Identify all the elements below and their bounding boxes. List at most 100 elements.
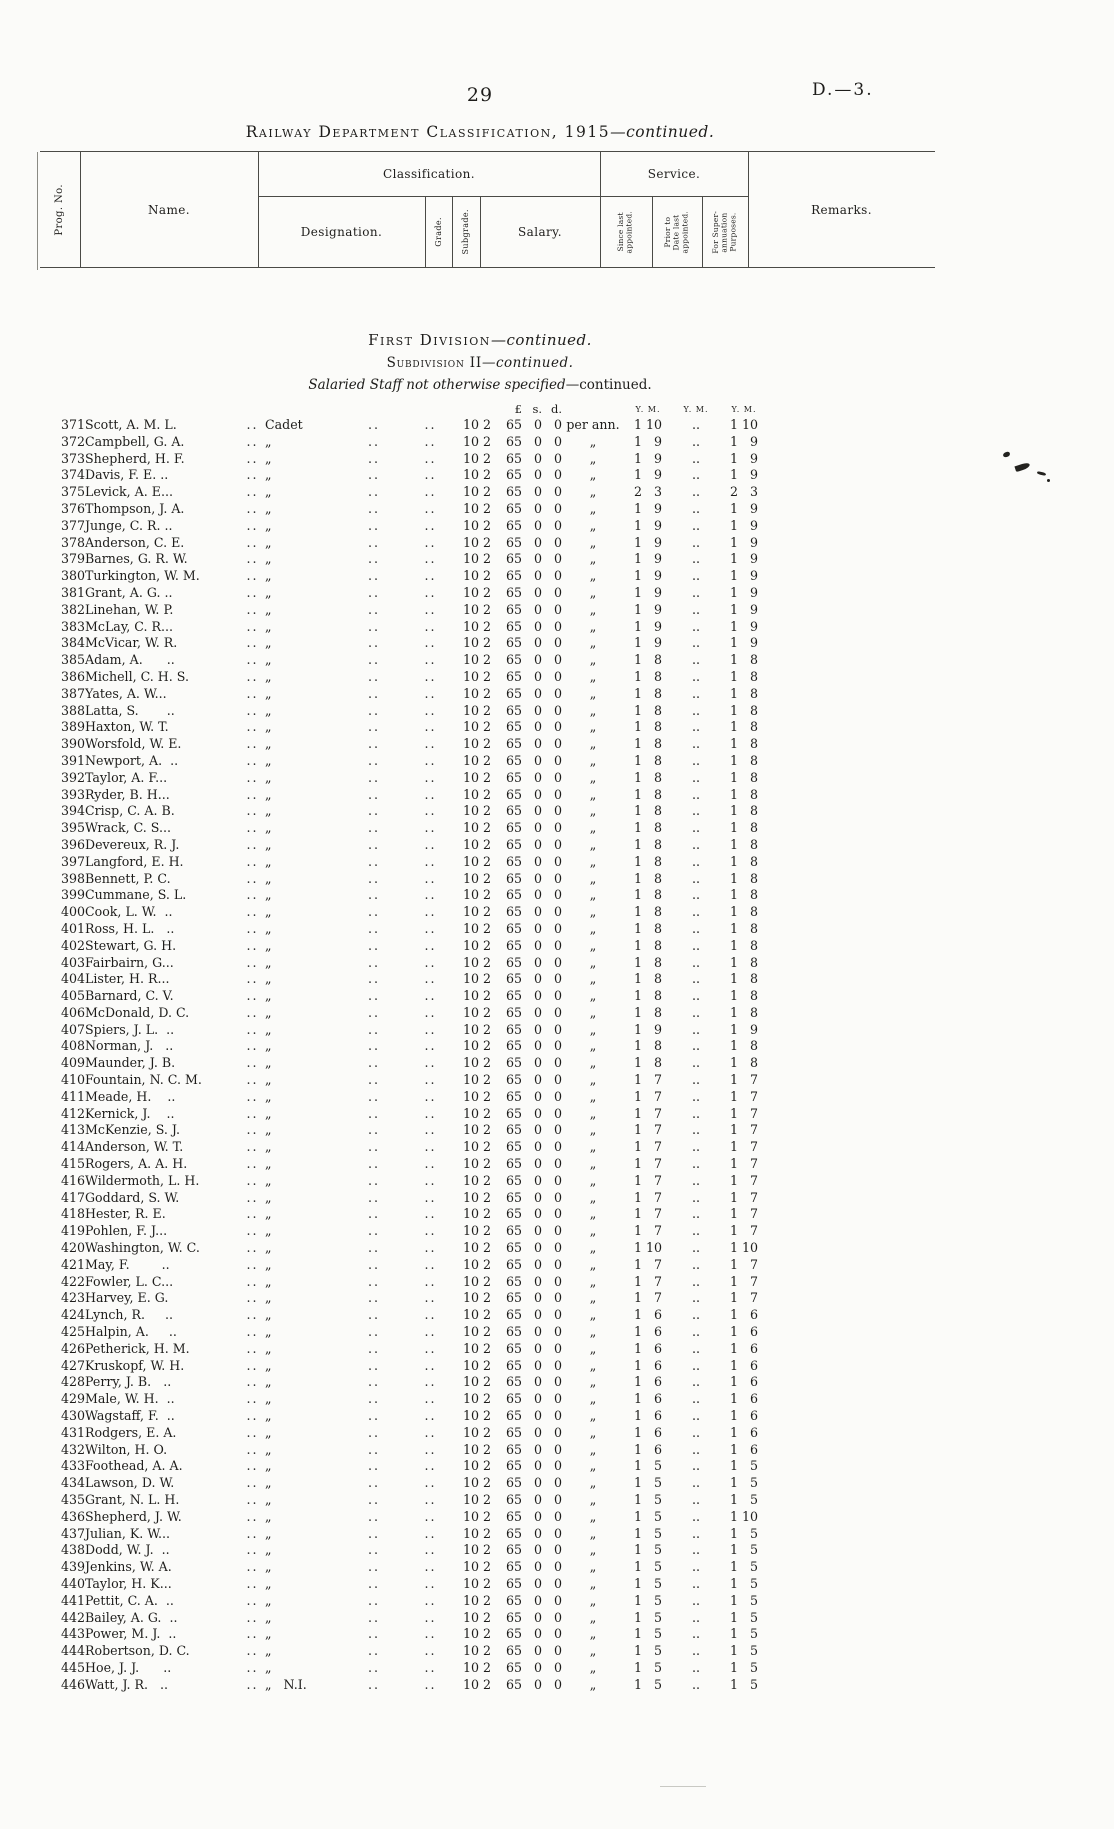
salary-pence: 0	[553, 484, 562, 500]
salary-shillings: 0	[533, 668, 542, 684]
name: Newport, A. ..	[85, 752, 179, 768]
service-prior: ..	[691, 551, 700, 567]
leader-dots: ..	[424, 467, 437, 483]
salary-pence: 0	[553, 1475, 562, 1491]
designation: „	[265, 1122, 272, 1138]
prog-no: 394	[60, 803, 85, 819]
salary-pence: 0	[553, 786, 562, 802]
salary-pounds: 65	[505, 920, 522, 936]
leader-dots: ..	[424, 1105, 437, 1121]
salary-shillings: 0	[533, 500, 542, 516]
salary-shillings: 0	[533, 1542, 542, 1558]
service-prior: ..	[691, 803, 700, 819]
leader-dots: ..	[367, 937, 380, 953]
leader-dots: ..	[424, 1424, 437, 1440]
leader-dots: ..	[424, 1004, 437, 1020]
per-annum: „	[589, 1240, 597, 1256]
leader-dots: ..	[367, 1676, 380, 1692]
table-row: 439 Jenkins, W. A... „.... 10 2 65 0 0 „ 1 5.. 1 …	[45, 1559, 768, 1576]
table-row: 372 Campbell, G. A... „.... 10 2 65 0 0 „ 1 9.. 1…	[45, 434, 768, 451]
table-row: 423 Harvey, E. G... „.... 10 2 65 0 0 „ 1 7.. 1 7	[45, 1290, 768, 1307]
name: Barnes, G. R. W.	[85, 551, 188, 567]
salary-shillings: 0	[533, 1374, 542, 1390]
designation: „	[265, 836, 272, 852]
name: Washington, W. C.	[85, 1240, 200, 1256]
leader-dots: ..	[246, 635, 259, 651]
salary-pence: 0	[553, 887, 562, 903]
prog-no: 427	[60, 1357, 85, 1373]
table-row: 415 Rogers, A. A. H... „.... 10 2 65 0 0 „ 1 7..…	[45, 1156, 768, 1173]
service-since: 1 8	[633, 652, 663, 668]
table-row: 408 Norman, J. .... „.... 10 2 65 0 0 „ 1 8.. 1 8	[45, 1038, 768, 1055]
leader-dots: ..	[246, 1004, 259, 1020]
salary-pence: 0	[553, 1206, 562, 1222]
prog-no: 412	[60, 1105, 85, 1121]
salary-pounds: 65	[505, 702, 522, 718]
name: Lynch, R. ..	[85, 1307, 174, 1323]
service-super: 1 8	[729, 803, 759, 819]
service-prior: ..	[691, 870, 700, 886]
service-super: 1 8	[729, 820, 759, 836]
grade-value: 10 2	[462, 601, 492, 617]
grade-value: 10 2	[462, 870, 492, 886]
salary-pence: 0	[553, 1643, 562, 1659]
leader-dots: ..	[367, 450, 380, 466]
service-super: 1 8	[729, 971, 759, 987]
salary-shillings: 0	[533, 1122, 542, 1138]
table-row: 411 Meade, H. .... „.... 10 2 65 0 0 „ 1 7.. 1 7	[45, 1089, 768, 1106]
designation: „	[265, 484, 272, 500]
per-annum: „	[589, 820, 597, 836]
name: Anderson, C. E.	[85, 534, 185, 550]
name: Turkington, W. M.	[85, 568, 200, 584]
grade-value: 10 2	[462, 786, 492, 802]
per-annum: „	[589, 1676, 597, 1692]
per-annum: „	[589, 1357, 597, 1373]
table-row: 383 McLay, C. R..... „.... 10 2 65 0 0 „ 1 9.. 1 …	[45, 619, 768, 636]
service-since: 1 8	[633, 1055, 663, 1071]
leader-dots: ..	[424, 500, 437, 516]
salary-shillings: 0	[533, 820, 542, 836]
divider-since-prior	[652, 196, 653, 268]
leader-dots: ..	[367, 1256, 380, 1272]
service-since: 1 8	[633, 836, 663, 852]
salary-pence: 0	[553, 904, 562, 920]
table-row: 402 Stewart, G. H... „.... 10 2 65 0 0 „ 1 8.. 1 …	[45, 938, 768, 955]
leader-dots: ..	[246, 1559, 259, 1575]
designation: „	[265, 937, 272, 953]
service-super: 1 8	[729, 988, 759, 1004]
designation: „ N.I.	[265, 1676, 307, 1692]
service-since: 2 3	[633, 484, 663, 500]
prog-no: 398	[60, 870, 85, 886]
per-annum: „	[589, 1525, 597, 1541]
name: Taylor, H. K...	[85, 1575, 172, 1591]
table-row: 438 Dodd, W. J. .... „.... 10 2 65 0 0 „ 1 5.. 1 …	[45, 1542, 768, 1559]
column-header-prog-no: Prog. No.	[40, 151, 80, 268]
leader-dots: ..	[246, 534, 259, 550]
service-prior: ..	[691, 1307, 700, 1323]
salary-pence: 0	[553, 954, 562, 970]
leader-dots: ..	[367, 1458, 380, 1474]
prog-no: 428	[60, 1374, 85, 1390]
leader-dots: ..	[367, 1290, 380, 1306]
leader-dots: ..	[424, 1307, 437, 1323]
name: Halpin, A. ..	[85, 1324, 177, 1340]
service-since: 1 9	[633, 517, 663, 533]
designation: „	[265, 1105, 272, 1121]
designation: „	[265, 1659, 272, 1675]
leader-dots: ..	[424, 920, 437, 936]
designation: „	[265, 1273, 272, 1289]
service-prior: ..	[691, 1575, 700, 1591]
service-since: 1 7	[633, 1256, 663, 1272]
salary-pence: 0	[553, 450, 562, 466]
per-annum: „	[589, 1307, 597, 1323]
service-prior: ..	[691, 786, 700, 802]
name: Robertson, D. C.	[85, 1643, 190, 1659]
grade-value: 10 2	[462, 1105, 492, 1121]
service-super: 2 3	[729, 484, 759, 500]
prog-no: 397	[60, 853, 85, 869]
subdivision-main: Subdivision II	[386, 355, 482, 371]
leader-dots: ..	[424, 803, 437, 819]
salary-shillings: 0	[533, 1458, 542, 1474]
divider-progno-name	[80, 151, 81, 268]
table-row: 424 Lynch, R. .... „.... 10 2 65 0 0 „ 1 6.. 1 6	[45, 1307, 768, 1324]
